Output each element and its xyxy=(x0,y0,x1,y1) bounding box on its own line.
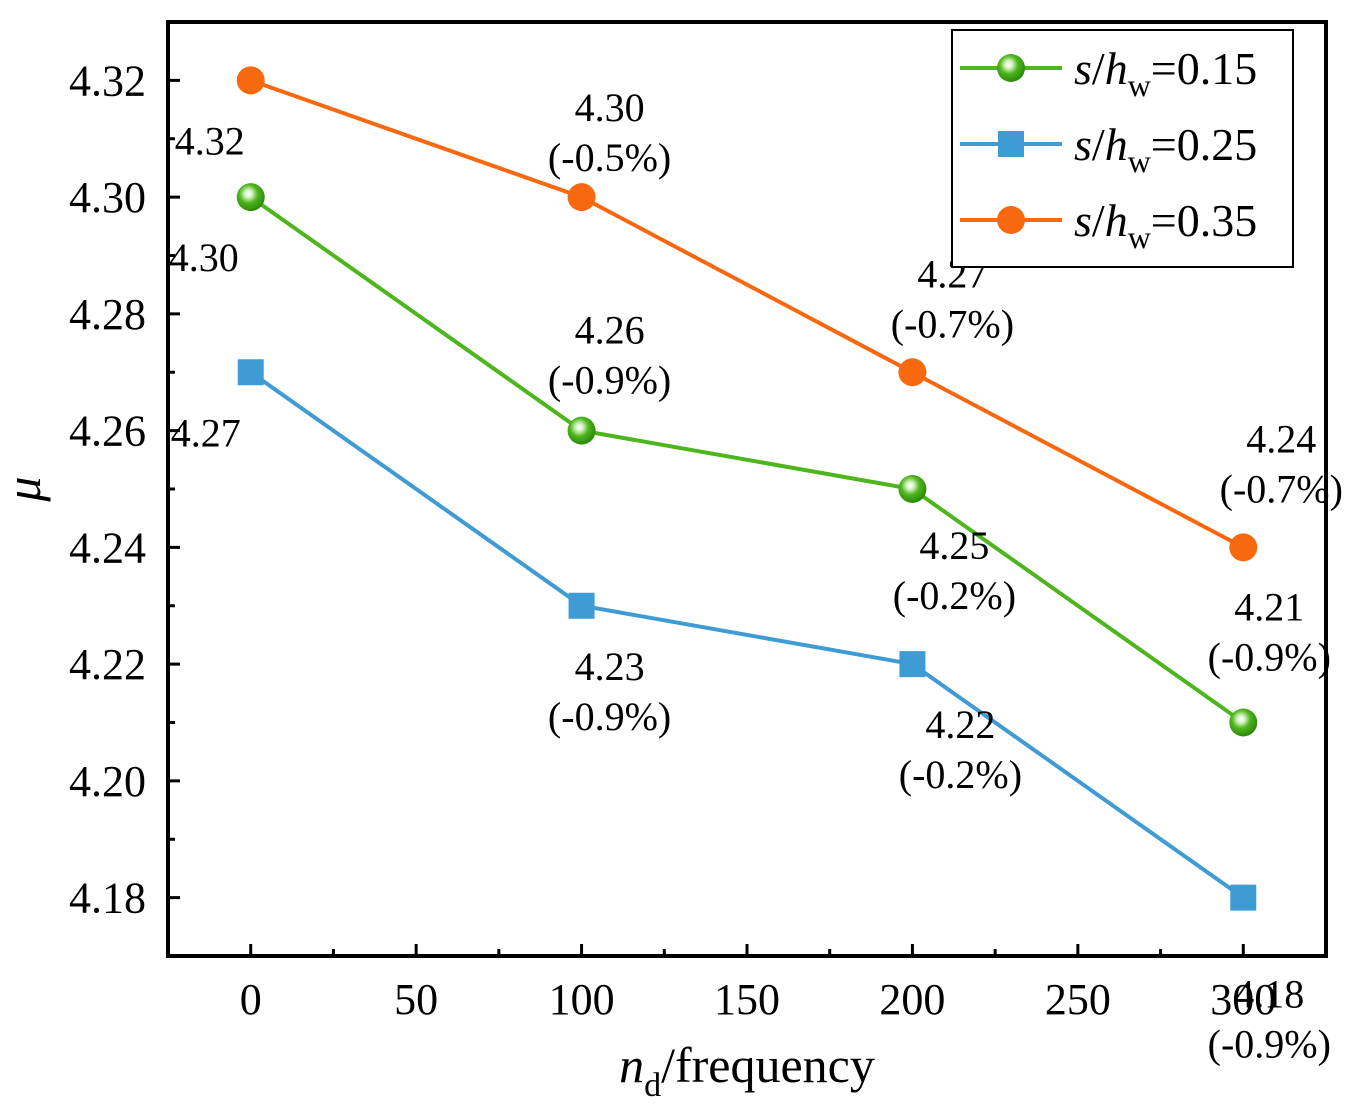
data-point-s015 xyxy=(898,475,927,503)
x-axis-title-rest: /frequency xyxy=(661,1037,875,1093)
data-label-s025: 4.23 (-0.9%) xyxy=(548,644,671,739)
data-point-s015 xyxy=(567,416,596,445)
data-label-s035: 4.24 (-0.7%) xyxy=(1220,416,1343,511)
data-point-s015 xyxy=(1229,708,1258,737)
data-label-s015: 4.25 (-0.2%) xyxy=(893,523,1016,618)
legend-marker xyxy=(997,54,1025,82)
legend-entry-s035: s/hw=0.35 xyxy=(960,195,1257,255)
x-tick-label: 50 xyxy=(394,975,438,1024)
series-layer xyxy=(236,66,1258,911)
y-tick-label: 4.18 xyxy=(69,874,146,923)
x-tick-label: 0 xyxy=(240,975,262,1024)
data-point-s025 xyxy=(237,359,264,386)
series-line-s015 xyxy=(249,195,1245,725)
legend-entry-s025: s/hw=0.25 xyxy=(960,119,1257,179)
x-tick-label: 250 xyxy=(1045,975,1111,1024)
legend: s/hw=0.15 s/hw=0.25 s/hw=0.35 xyxy=(951,29,1294,268)
y-tick-label: 4.24 xyxy=(69,523,146,572)
y-axis-ticks: 4.18 4.20 4.22 4.24 4.26 4.28 4.30 4.32 xyxy=(69,56,180,923)
y-tick-label: 4.30 xyxy=(69,173,146,222)
series-s025 xyxy=(237,359,1257,911)
series-s015 xyxy=(236,183,1258,737)
data-point-s025 xyxy=(899,651,926,678)
data-point-s035 xyxy=(898,358,927,387)
data-point-s025 xyxy=(1230,884,1257,911)
data-label-s035: 4.32 xyxy=(175,118,245,163)
data-point-s035 xyxy=(1229,533,1258,562)
x-axis-title-sub: d xyxy=(644,1067,661,1104)
x-axis-ticks: 0 50 100 150 200 250 300 xyxy=(240,944,1276,1024)
data-point-s035 xyxy=(567,183,596,212)
legend-marker xyxy=(997,206,1025,234)
legend-label: s/hw=0.35 xyxy=(1074,195,1257,255)
legend-entry-s015: s/hw=0.15 xyxy=(960,43,1257,103)
y-tick-label: 4.20 xyxy=(69,757,146,806)
data-label-s035: 4.30 (-0.5%) xyxy=(548,85,671,180)
data-point-s035 xyxy=(236,66,265,95)
data-labels: 4.30 4.26 (-0.9%) 4.25 (-0.2%) 4.21 (-0.9%) 4.2… xyxy=(169,85,1343,1067)
y-tick-label: 4.28 xyxy=(69,290,146,339)
x-tick-label: 200 xyxy=(879,975,945,1024)
y-tick-label: 4.26 xyxy=(69,407,146,456)
data-label-s025: 4.27 xyxy=(171,410,241,455)
series-line-s025 xyxy=(249,370,1245,900)
y-axis-title: μ xyxy=(0,476,51,502)
y-tick-label: 4.22 xyxy=(69,640,146,689)
axes: 0 50 100 150 200 250 300 4.184.204.224.244.264… xyxy=(69,20,1328,1024)
data-label-s015: 4.21 (-0.9%) xyxy=(1208,585,1331,680)
x-axis-title-main: n xyxy=(619,1037,644,1093)
data-label-s015: 4.26 (-0.9%) xyxy=(548,308,671,403)
y-tick-label: 4.32 xyxy=(69,56,146,105)
x-tick-label: 300 xyxy=(1210,975,1276,1024)
x-tick-label: 100 xyxy=(549,975,615,1024)
data-label-s015: 4.30 xyxy=(169,235,239,280)
data-point-s015 xyxy=(236,183,265,212)
data-point-s025 xyxy=(568,592,595,619)
x-axis-title: nd/frequency xyxy=(619,1037,875,1104)
data-label-s025: 4.22 (-0.2%) xyxy=(899,702,1022,797)
data-label-s025: 4.18 (-0.9%) xyxy=(1208,972,1331,1067)
legend-label: s/hw=0.15 xyxy=(1074,43,1257,103)
legend-label: s/hw=0.25 xyxy=(1074,119,1257,179)
x-tick-label: 150 xyxy=(714,975,780,1024)
series-line-s035 xyxy=(250,78,1245,550)
legend-marker xyxy=(998,131,1024,157)
series-s035 xyxy=(236,66,1258,562)
